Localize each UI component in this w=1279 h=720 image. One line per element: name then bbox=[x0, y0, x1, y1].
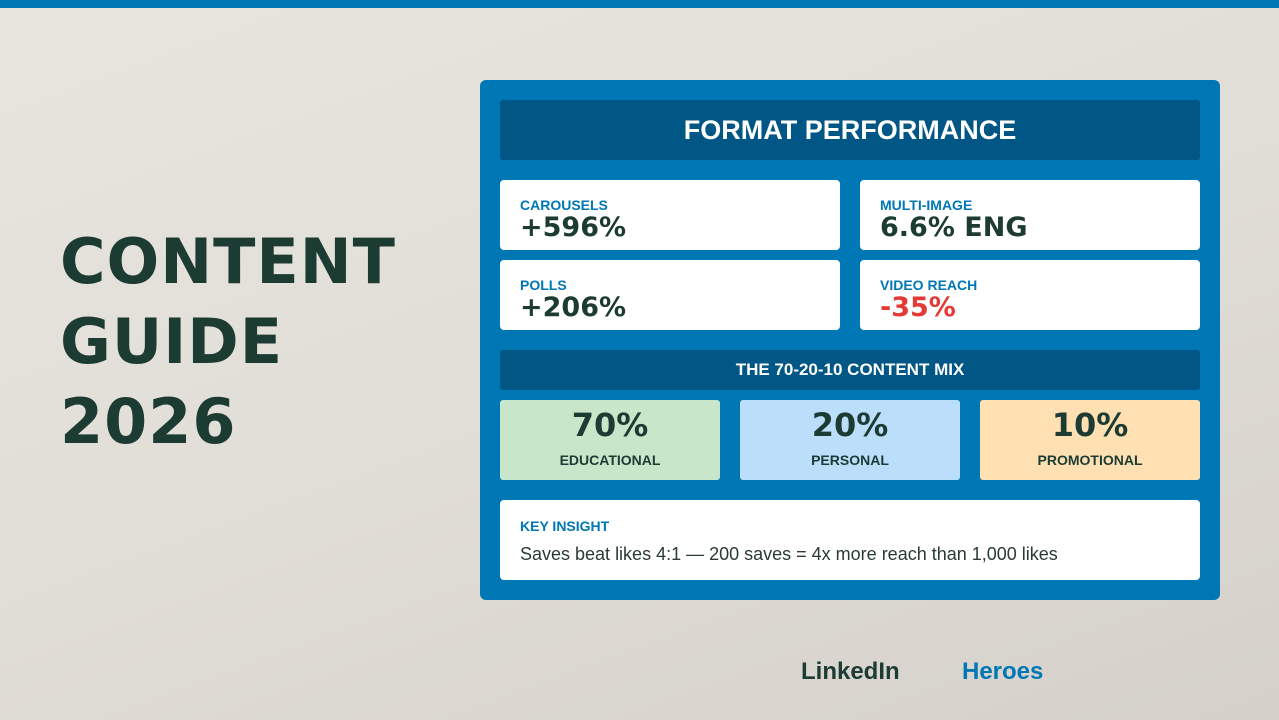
mix-label: PROMOTIONAL bbox=[1037, 452, 1143, 468]
top-accent-bar bbox=[0, 0, 1279, 8]
stat-value: +206% bbox=[520, 292, 627, 323]
mix-card-promotional: 10% PROMOTIONAL bbox=[980, 400, 1200, 480]
stat-value: -35% bbox=[880, 292, 956, 323]
mix-percentage: 70% bbox=[571, 406, 649, 444]
stat-label: VIDEO REACH bbox=[880, 277, 978, 293]
format-performance-panel: FORMAT PERFORMANCE CAROUSELS +596% MULTI… bbox=[480, 80, 1220, 600]
stat-value: +596% bbox=[520, 212, 627, 243]
stat-card-polls: POLLS +206% bbox=[500, 260, 840, 330]
stat-card-video-reach: VIDEO REACH -35% bbox=[860, 260, 1200, 330]
title-line: CONTENT bbox=[60, 225, 396, 298]
stat-card-multi-image: MULTI-IMAGE 6.6% ENG bbox=[860, 180, 1200, 250]
stat-card-carousels: CAROUSELS +596% bbox=[500, 180, 840, 250]
mix-label: EDUCATIONAL bbox=[559, 452, 661, 468]
key-insight-card: KEY INSIGHT Saves beat likes 4:1 — 200 s… bbox=[500, 500, 1200, 580]
mix-label: PERSONAL bbox=[811, 452, 889, 468]
title-line: 2026 bbox=[60, 385, 237, 458]
footer-brand-linkedin: LinkedIn bbox=[801, 658, 900, 685]
stat-value: 6.6% ENG bbox=[880, 212, 1028, 243]
content-mix-header: THE 70-20-10 CONTENT MIX bbox=[500, 350, 1200, 390]
mix-percentage: 20% bbox=[811, 406, 889, 444]
stat-label: POLLS bbox=[520, 277, 567, 293]
insight-text: Saves beat likes 4:1 — 200 saves = 4x mo… bbox=[520, 544, 1058, 564]
title-line: GUIDE bbox=[60, 305, 284, 378]
mix-card-personal: 20% PERSONAL bbox=[740, 400, 960, 480]
mix-percentage: 10% bbox=[1051, 406, 1129, 444]
mix-card-educational: 70% EDUCATIONAL bbox=[500, 400, 720, 480]
panel-header: FORMAT PERFORMANCE bbox=[500, 100, 1200, 160]
stat-label: MULTI-IMAGE bbox=[880, 197, 973, 213]
insight-label: KEY INSIGHT bbox=[520, 518, 610, 534]
stat-label: CAROUSELS bbox=[520, 197, 608, 213]
page-title: CONTENT GUIDE 2026 bbox=[60, 222, 396, 462]
footer-brand-heroes: Heroes bbox=[962, 658, 1044, 685]
